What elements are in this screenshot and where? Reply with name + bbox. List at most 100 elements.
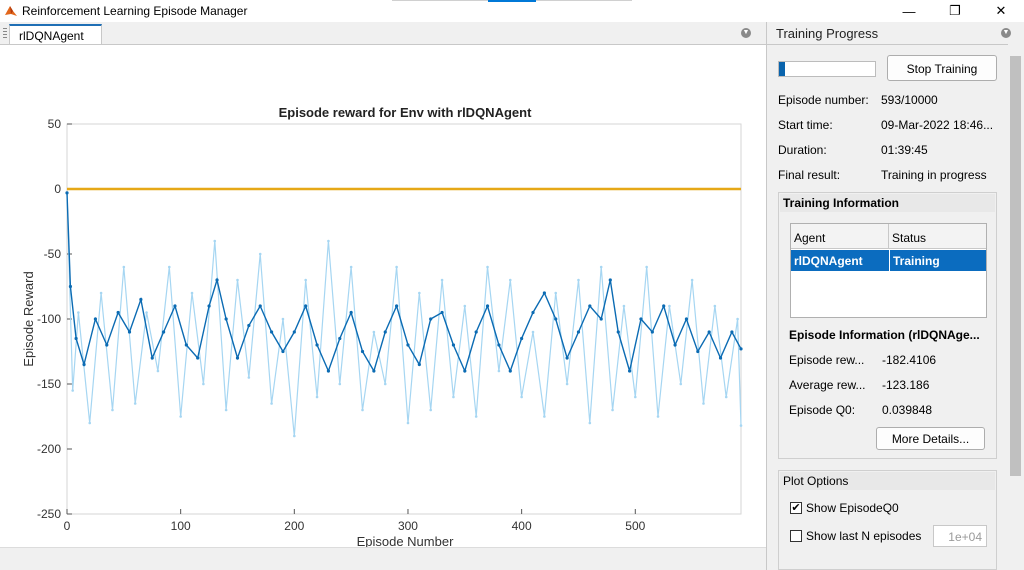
episode-reward-point [190,291,194,295]
episode-reward-chart[interactable]: Episode reward for Env with rlDQNAgent E… [0,44,766,547]
agent-status-table: Agent Status rlDQNAgent Training [790,223,987,318]
average-reward-point [150,356,154,360]
training-progress-title: Training Progress [776,26,879,41]
average-reward-point [258,304,262,308]
episode-reward-point [156,369,160,373]
x-tick-label: 300 [398,519,418,533]
average-reward-point [269,330,274,334]
average-reward-point [224,317,228,321]
duration-label: Duration: [778,143,827,157]
more-details-button[interactable]: More Details... [876,427,985,450]
plot-options-group: Plot Options [778,470,997,570]
close-button[interactable]: ✕ [978,0,1024,22]
agent-column-header[interactable]: Agent [791,224,889,249]
episode-reward-point [702,402,705,405]
horizontal-scrollbar[interactable] [0,547,766,570]
window-titlebar: Reinforcement Learning Episode Manager —… [0,0,1024,22]
average-reward-point [417,362,421,367]
tab-label: rlDQNAgent [19,29,84,43]
episode-reward-point [236,278,239,282]
episode-reward-point [361,408,364,412]
scrollbar-thumb[interactable] [1010,56,1021,476]
episode-reward-point [474,415,478,418]
average-reward-point [105,343,109,347]
average-reward-point [542,291,546,295]
x-tick-label: 0 [64,519,71,533]
average-reward-point [127,330,132,334]
episode-reward-point [349,265,353,269]
tab-rldqnagent[interactable]: rlDQNAgent [9,24,102,44]
average-reward-point [162,330,166,334]
average-reward-point [628,369,632,373]
last-n-episodes-field[interactable]: 1e+04 [933,525,987,547]
episode-reward-point [736,317,739,321]
training-progress-bar [778,61,876,77]
y-tick-label: 50 [48,117,62,131]
minimize-button[interactable]: — [886,0,932,22]
status-column-header[interactable]: Status [889,224,986,249]
episode-number-value: 593/10000 [881,93,938,107]
window-title: Reinforcement Learning Episode Manager [22,4,248,18]
episode-reward-point [418,291,421,295]
table-row[interactable]: rlDQNAgent Training [791,250,986,271]
tab-strip: rlDQNAgent ▼ [0,22,766,45]
average-reward-point [383,330,387,334]
progress-bar-fill [779,62,785,76]
average-reward-point [508,369,512,373]
minimize-icon: — [902,3,916,19]
average-reward-point [673,343,677,347]
episode-reward-point [406,421,410,425]
average-reward-point [608,278,612,282]
episode-reward-point [315,395,319,399]
drag-grip-icon[interactable] [3,28,7,40]
average-reward-point [730,330,734,334]
episode-reward-point [71,389,74,392]
x-tick-label: 500 [625,519,645,533]
panel-menu-icon[interactable]: ▼ [741,28,751,38]
average-reward-point [588,304,592,308]
episode-reward-point [179,415,182,418]
episode-q0-value: 0.039848 [882,403,933,417]
average-reward-point [639,317,643,321]
y-tick-label: -250 [37,507,61,521]
y-tick-label: -200 [37,442,61,456]
y-tick-label: 0 [54,182,61,196]
restore-icon: ❐ [949,3,961,18]
maximize-button[interactable]: ❐ [932,0,978,22]
cell-divider [889,250,890,271]
average-reward-point [739,347,743,351]
panel-menu-icon[interactable]: ▼ [1001,28,1011,38]
average-reward-point [440,310,444,315]
episode-reward-point [304,278,307,282]
episode-reward-point [338,382,342,386]
episode-reward-point [565,382,569,386]
average-reward-point [349,310,353,315]
episode-reward-point [395,265,398,269]
episode-reward-point [543,415,546,418]
episode-reward-point [224,408,228,412]
episode-reward-point [611,408,614,412]
average-reward-point [304,304,308,308]
vertical-scrollbar[interactable] [1008,44,1024,570]
average-reward-point [207,304,211,308]
training-information-title: Training Information [780,194,995,212]
episode-reward-point [633,395,637,399]
episode-reward-point [724,395,728,399]
average-reward-point [360,349,365,354]
episode-reward-point [679,382,683,386]
episode-reward-point [111,408,114,412]
training-information-group: Training Information Agent Status rlDQNA… [778,192,997,459]
episode-reward-point [440,278,444,282]
plot-options-title: Plot Options [780,472,995,490]
show-episodeq0-checkbox[interactable]: ✔ [790,502,802,514]
matlab-icon [5,6,17,16]
average-reward-point [696,349,700,354]
show-last-n-checkbox[interactable] [790,530,802,542]
episode-reward-point [668,304,671,308]
stop-training-button[interactable]: Stop Training [887,55,997,81]
episode-reward-point [202,382,205,386]
average-reward-point [139,297,143,302]
average-reward-value: -123.186 [882,378,930,392]
agent-cell: rlDQNAgent [794,254,863,268]
episode-reward-value: -182.4106 [882,353,937,367]
